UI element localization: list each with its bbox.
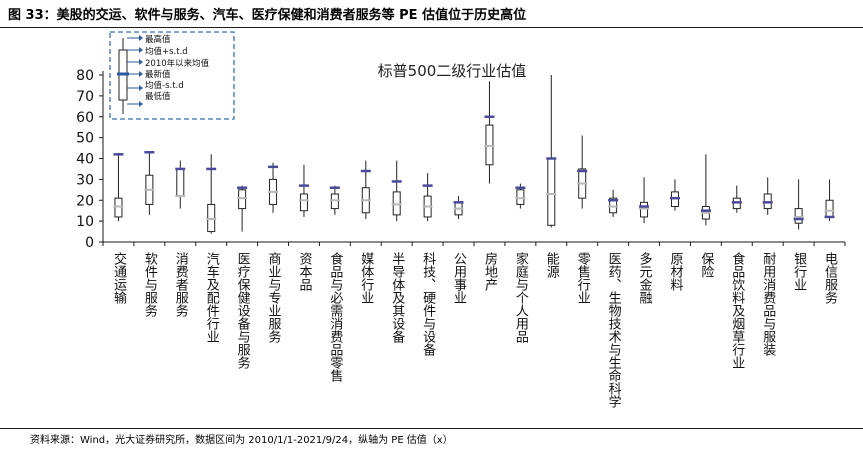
box-13 (484, 81, 495, 184)
legend-entry: 最新值 (145, 69, 171, 80)
box-15 (546, 75, 557, 228)
x-tick-label: 多元金融 (637, 251, 653, 304)
x-tick-label: 汽车及配件行业 (204, 252, 220, 343)
box-7 (298, 164, 309, 217)
box-body (114, 197, 123, 218)
box-22 (762, 177, 773, 215)
legend-entry: 2010年以来均值 (145, 58, 210, 69)
title-rule (0, 27, 863, 28)
y-tick-label: 60 (76, 110, 94, 126)
box-body (640, 201, 649, 218)
box-5 (237, 185, 248, 232)
x-tick-label: 原材料 (667, 252, 683, 291)
box-body (299, 193, 308, 212)
legend-entry: 均值-s.t.d (145, 80, 184, 91)
legend-arrowhead (139, 59, 143, 65)
boxplot-chart: 标普500二级行业估值 0 10 20 30 40 50 60 70 80 交通运输 软件与服务消… (76, 31, 846, 408)
source-note: 资料来源：Wind，光大证券研究所，数据区间为 2010/1/1-2021/9/… (30, 435, 453, 446)
box-body (330, 193, 339, 210)
box-14 (515, 183, 526, 209)
box-16 (577, 135, 588, 209)
box-8 (329, 185, 340, 215)
legend-arrowhead (139, 71, 143, 77)
box-body (176, 168, 185, 197)
y-tick-label: 0 (85, 235, 94, 251)
box-body (485, 124, 494, 166)
box-9 (360, 160, 371, 220)
x-tick-label: 软件与服务 (142, 252, 158, 317)
box-body (238, 189, 247, 210)
x-tick-label: 医药、生物技术与生命科学 (606, 252, 622, 408)
x-tick-label: 零售行业 (575, 252, 591, 304)
legend-arrowhead (139, 47, 143, 53)
y-axis: 0 10 20 30 40 50 60 70 80 (76, 68, 104, 251)
box-4 (206, 154, 217, 234)
box-2 (144, 150, 155, 215)
figure-title: 图 33：美股的交运、软件与服务、汽车、医疗保健和消费者服务等 PE 估值位于历… (8, 8, 527, 23)
box-body (794, 208, 803, 224)
legend-entry: 最低值 (145, 91, 171, 102)
box-series (113, 75, 835, 234)
box-20 (700, 154, 711, 226)
x-tick-labels: 交通运输 软件与服务 消费者服务 汽车及配件行业 医疗保健设备与服务 商业与专业服务 资本品… (111, 251, 838, 408)
x-tick-label: 食品饮料及烟草行业 (729, 251, 745, 369)
legend-entry: 均值+s.t.d (145, 46, 188, 57)
legend-arrowhead (139, 85, 143, 91)
y-tick-label: 50 (76, 131, 94, 147)
x-tick-label: 房地产 (482, 251, 498, 292)
x-axis (102, 241, 846, 246)
x-tick-label: 银行业 (791, 252, 807, 291)
x-tick-label: 能源 (544, 252, 560, 278)
x-tick-label: 医疗保健设备与服务 (235, 252, 251, 369)
x-tick-label: 耐用消费品与服装 (760, 252, 776, 356)
legend-entry: 最高值 (145, 34, 171, 45)
box-3 (175, 160, 186, 209)
y-tick-label: 70 (76, 89, 94, 105)
x-tick-label: 保险 (698, 252, 714, 278)
box-body (609, 197, 618, 214)
x-tick-label: 交通运输 (111, 251, 127, 304)
box-body (207, 203, 216, 233)
y-tick-label: 80 (76, 68, 94, 84)
box-body (392, 191, 401, 216)
box-24 (824, 179, 835, 222)
box-6 (268, 162, 279, 213)
source-rule (0, 428, 863, 429)
legend-arrowhead (139, 101, 143, 107)
box-21 (731, 185, 742, 213)
box-17 (608, 189, 619, 217)
y-tick-label: 30 (76, 172, 94, 188)
box-18 (639, 177, 650, 224)
x-tick-label: 科技、硬件与设备 (420, 252, 436, 357)
x-tick-label: 商业与专业服务 (266, 252, 282, 343)
box-10 (391, 160, 402, 222)
x-tick-label: 半导体及其设备 (389, 252, 405, 344)
x-tick-label: 消费者服务 (173, 252, 189, 317)
x-tick-label: 家庭与个人用品 (513, 251, 529, 343)
box-body (825, 199, 834, 218)
box-19 (669, 179, 680, 211)
x-tick-label: 媒体行业 (358, 252, 374, 304)
x-tick-label: 公用事业 (451, 252, 467, 304)
y-tick-label: 40 (76, 152, 94, 168)
box-body (516, 189, 525, 205)
chart-title: 标普500二级行业估值 (378, 62, 527, 80)
box-23 (793, 179, 804, 230)
y-tick-label: 20 (76, 193, 94, 209)
x-tick-label: 食品与必需消费品零售 (327, 251, 343, 382)
x-tick-label: 电信服务 (822, 252, 838, 304)
x-tick-label: 资本品 (296, 252, 312, 291)
box-12 (453, 196, 464, 220)
box-body (547, 158, 556, 226)
box-11 (422, 173, 433, 222)
y-tick-label: 10 (76, 214, 94, 230)
legend-arrowhead (139, 35, 143, 41)
box-1 (113, 153, 124, 222)
